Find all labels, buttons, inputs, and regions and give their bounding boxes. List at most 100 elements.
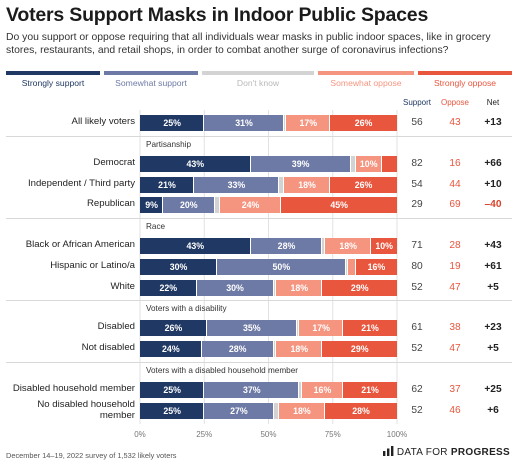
group-label: Partisanship — [146, 140, 192, 149]
footnote: December 14–19, 2022 survey of 1,532 lik… — [6, 451, 177, 460]
chart-title: Voters Support Masks in Indoor Public Sp… — [6, 4, 429, 26]
legend-label: Somewhat oppose — [330, 78, 402, 88]
oppose-value: 47 — [449, 342, 461, 354]
net-value: +66 — [484, 157, 502, 169]
bars-icon — [382, 446, 394, 459]
group-separator — [6, 362, 512, 363]
column-header-oppose: Oppose — [440, 98, 470, 107]
stacked-bar: 25% 27% 18% 28% — [140, 403, 397, 419]
group-label: Race — [146, 222, 166, 231]
bar-value-label: 22% — [159, 283, 178, 293]
bar-value-label: 43% — [186, 159, 205, 169]
bar-segment-dont-know — [273, 403, 278, 419]
bar-value-label: 26% — [354, 118, 373, 128]
bar-value-label: 9% — [145, 200, 158, 210]
column-header-support: Support — [402, 98, 432, 107]
bar-segment-somewhat-oppose — [276, 280, 322, 296]
oppose-value: 19 — [449, 260, 461, 272]
bar-segment-dont-know — [273, 280, 276, 296]
group-separator — [6, 136, 512, 137]
group-label: Voters with a disabled household member — [146, 366, 299, 375]
stacked-bar: 9% 20% 24% 45% — [140, 197, 397, 213]
bar-value-label: 29% — [350, 283, 369, 293]
x-tick-label: 75% — [324, 430, 341, 439]
bar-value-label: 25% — [163, 118, 181, 128]
row-label: White — [110, 281, 135, 292]
legend-swatch — [202, 71, 314, 75]
bar-segment-strongly-support — [140, 197, 163, 213]
oppose-value: 46 — [449, 404, 461, 416]
row-label: All likely voters — [71, 116, 135, 127]
chart-subtitle: Do you support or oppose requiring that … — [6, 32, 491, 56]
bar-value-label: 25% — [163, 385, 181, 395]
bar-segment-somewhat-oppose — [286, 115, 330, 131]
bar-value-label: 10% — [359, 159, 378, 169]
row-label: Black or African American — [25, 239, 135, 250]
bar-value-label: 16% — [313, 385, 332, 395]
bar-segment-somewhat-support — [204, 403, 273, 419]
bar-segment-somewhat-support — [250, 238, 322, 254]
bar-segment-somewhat-support — [206, 320, 296, 336]
bar-segment-somewhat-oppose — [219, 197, 281, 213]
bar-segment-somewhat-oppose — [301, 382, 343, 398]
group-label: Voters with a disability — [146, 304, 227, 313]
legend-item-dont-know: Don't know — [202, 71, 314, 93]
legend-swatch — [418, 71, 512, 75]
net-value: +10 — [484, 178, 502, 190]
bar-segment-dont-know — [322, 238, 325, 254]
stacked-bar: 21% 33% 18% 26% — [140, 177, 397, 193]
bar-segment-dont-know — [350, 156, 355, 172]
bar-value-label: 50% — [272, 262, 291, 272]
bar-value-label: 30% — [169, 262, 188, 272]
bar-segment-dont-know — [278, 177, 283, 193]
oppose-value: 44 — [449, 178, 461, 190]
bar-segment-strongly-oppose — [322, 280, 397, 296]
legend-label: Don't know — [236, 78, 280, 88]
stacked-bar: 26% 35% 17% 21% — [140, 320, 397, 336]
net-value: +5 — [487, 281, 499, 293]
bar-segment-strongly-support — [140, 259, 217, 275]
x-tick-label: 100% — [386, 430, 408, 439]
oppose-value: 43 — [449, 116, 461, 128]
bar-value-label: 17% — [299, 118, 318, 128]
bar-value-label: 21% — [361, 323, 379, 333]
bar-segment-somewhat-support — [250, 156, 350, 172]
bar-value-label: 26% — [354, 180, 373, 190]
group-separator — [6, 300, 512, 301]
oppose-value: 38 — [449, 321, 461, 333]
row-label: Independent / Third party — [27, 178, 135, 189]
bar-segment-dont-know — [296, 320, 299, 336]
bar-value-label: 21% — [361, 385, 379, 395]
bar-value-label: 31% — [235, 118, 253, 128]
bar-segment-somewhat-support — [193, 177, 278, 193]
bar-segment-strongly-support — [140, 403, 204, 419]
stacked-bar: 30% 50% 16% — [140, 259, 397, 275]
bar-segment-strongly-oppose — [330, 177, 397, 193]
oppose-value: 16 — [449, 157, 461, 169]
bar-value-label: 17% — [312, 323, 330, 333]
legend-swatch — [104, 71, 198, 75]
bar-value-label: 16% — [367, 262, 386, 272]
bar-segment-strongly-support — [140, 156, 250, 172]
row-label: Hispanic or Latino/a — [50, 260, 135, 271]
bar-segment-somewhat-support — [204, 115, 283, 131]
bar-segment-somewhat-support — [204, 382, 299, 398]
bar-value-label: 24% — [162, 344, 180, 354]
bar-value-label: 18% — [298, 180, 316, 190]
bar-segment-dont-know — [345, 259, 348, 275]
bar-value-label: 18% — [293, 406, 311, 416]
bar-value-label: 24% — [241, 200, 260, 210]
bar-value-label: 18% — [290, 344, 309, 354]
row-label: Disabled — [97, 321, 135, 332]
stacked-bar: 24% 28% 18% 29% — [140, 341, 397, 357]
stacked-bar: 22% 30% 18% 29% — [140, 280, 397, 296]
bar-segment-somewhat-oppose — [278, 403, 325, 419]
bar-value-label: 29% — [350, 344, 369, 354]
bar-segment-dont-know — [299, 382, 301, 398]
stacked-bar: 43% 28% 18% 10% — [140, 238, 397, 254]
bar-value-label: 21% — [158, 180, 176, 190]
bar-value-label: 20% — [180, 200, 198, 210]
bar-value-label: 28% — [228, 344, 247, 354]
brand-bold: PROGRESS — [450, 447, 510, 458]
legend-item-strongly-oppose: Strongly oppose — [418, 71, 512, 93]
